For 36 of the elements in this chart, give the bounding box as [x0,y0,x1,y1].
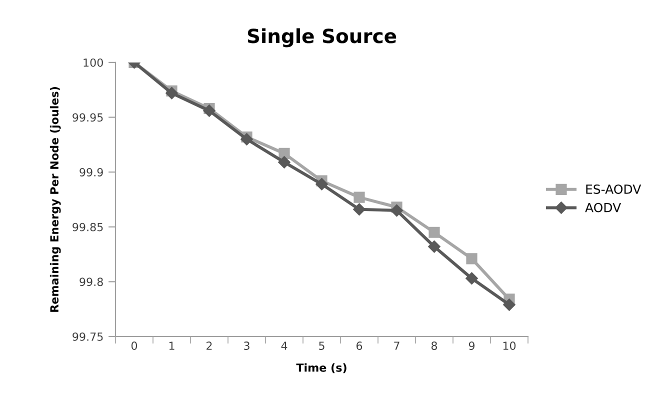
x-tick-label: 0 [131,342,138,350]
x-tick-label: 2 [206,342,212,350]
point [503,298,516,311]
point [166,87,178,100]
x-tick-label: 1 [169,342,174,350]
y-tick-label: 100 [84,58,103,67]
x-tick-label: 7 [394,342,400,350]
point [428,240,440,253]
x-tick-label: 8 [431,342,438,350]
y-axis-title: Remaining Energy Per Node (joules) [50,87,61,312]
point [240,133,253,146]
point [354,192,365,203]
point [353,203,366,216]
y-tick-label: 99.9 [80,168,103,176]
y-tick-label: 99.85 [72,222,103,232]
x-tick-label: 3 [244,342,250,350]
x-axis-title: Time (s) [296,363,346,374]
point [390,204,403,217]
y-tick-label: 99.75 [72,332,103,341]
point [278,156,290,168]
y-tick-label: 99.8 [80,278,103,286]
x-tick-label: 5 [319,342,324,350]
point [428,226,440,238]
legend-label: AODV [585,202,622,212]
point [316,178,328,190]
point [466,253,478,264]
x-tick-label: 4 [281,342,288,350]
point [203,104,216,117]
x-tick-label: 6 [356,342,362,350]
chart-title: Single Source [248,28,396,48]
y-tick-label: 99.95 [72,113,103,122]
point [278,148,290,159]
point [466,272,478,285]
legend-label: ES-AODV [586,184,642,194]
x-tick-label: 9 [468,342,475,350]
x-tick-label: 10 [503,342,516,350]
